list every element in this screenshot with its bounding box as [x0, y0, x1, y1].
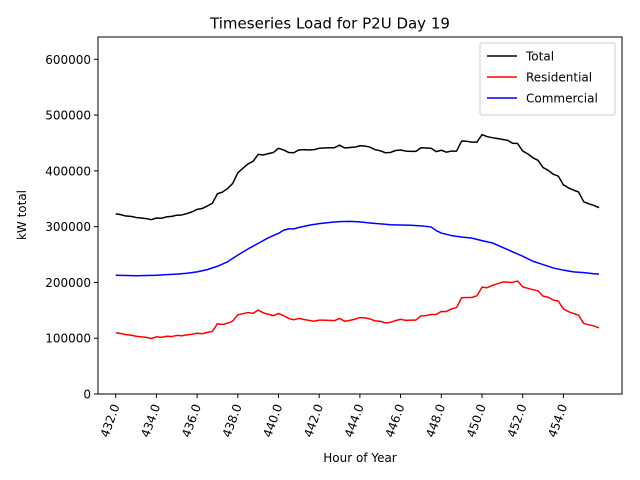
series-line-commercial: [115, 220, 600, 277]
y-tick-label: 400000: [45, 164, 91, 178]
y-tick-label: 300000: [45, 220, 91, 234]
y-tick-label: 100000: [45, 332, 91, 346]
y-axis: 0 100000 200000 300000 400000 500000 600000: [45, 53, 98, 402]
plot-lines: [115, 133, 600, 340]
legend-box: [479, 42, 616, 116]
y-tick-label: 200000: [45, 276, 91, 290]
y-tick-label: 500000: [45, 109, 91, 123]
chart-title: Timeseries Load for P2U Day 19: [209, 15, 450, 33]
legend-label-commercial: Commercial: [526, 92, 598, 106]
legend-label-total: Total: [525, 50, 554, 64]
y-tick-label: 0: [83, 388, 91, 402]
y-tick-label: 600000: [45, 53, 91, 67]
x-axis-label: Hour of Year: [323, 451, 397, 465]
legend: Total Residential Commercial: [479, 42, 616, 116]
legend-label-residential: Residential: [526, 71, 592, 85]
y-axis-label: kW total: [15, 190, 29, 240]
series-line-total: [115, 133, 600, 221]
series-line-residential: [115, 280, 600, 340]
